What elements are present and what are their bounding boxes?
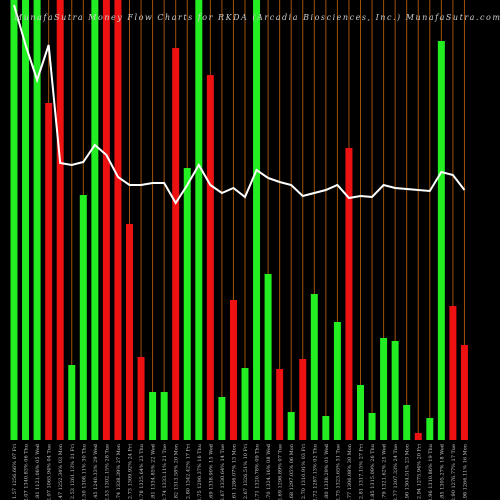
x-tick-label: 2.67 1326.51% 10 Fri xyxy=(243,444,249,500)
x-tick-label: 2.70 1310.91% 03 Fri xyxy=(301,444,307,500)
x-tick-label: 2.47 1252.34% 03 Mon xyxy=(58,443,64,500)
x-tick-label: 2.80 1342.42% 17 Fri xyxy=(185,444,191,500)
x-tick-label: 2.74 1333.11% 21 Tue xyxy=(162,444,168,500)
bar xyxy=(114,0,122,440)
x-tick-label: 2.72 1287.13% 02 Thu xyxy=(312,443,318,500)
x-tick-label: 2.90 1304.51% 23 Mon xyxy=(405,443,411,500)
bar xyxy=(310,294,318,440)
x-tick-label: 2.67 1330.64% 14 Tue xyxy=(220,444,226,500)
bar xyxy=(45,103,53,440)
x-tick-label: 2.07 1340.83% 06 Thu xyxy=(24,443,30,500)
bar xyxy=(137,357,145,440)
x-tick-label: 2.80 1338.29% 01 Wed xyxy=(324,443,330,500)
x-tick-label: 2.81 1317.15% 27 Fri xyxy=(359,444,365,500)
bar xyxy=(391,341,399,440)
bar xyxy=(299,359,307,440)
bar xyxy=(91,0,99,440)
x-tick-label: 1.57 1256.66% 07 Fri xyxy=(12,444,18,500)
x-tick-label: 2.61 1286.07% 13 Mon xyxy=(231,443,237,500)
bar xyxy=(345,148,353,440)
bar xyxy=(206,75,214,440)
bar xyxy=(276,369,284,440)
bar xyxy=(403,405,411,440)
x-tick-label: 2.69 1298.89% 07 Tue xyxy=(278,444,284,500)
bar xyxy=(333,322,341,440)
x-tick-label: 2.78 1325.64% 23 Thu xyxy=(139,443,145,500)
bar xyxy=(357,385,364,440)
bar xyxy=(79,195,87,440)
bar xyxy=(287,412,295,440)
x-tick-label: 2.07 1065.94% 04 Tue xyxy=(47,444,53,500)
bar xyxy=(218,397,226,440)
x-tick-label: 2.98 1266.11% 16 Mon xyxy=(462,443,468,500)
bar xyxy=(253,0,261,440)
bar xyxy=(229,300,237,440)
bar xyxy=(414,433,422,440)
x-tick-label: 2.82 1313.58% 20 Mon xyxy=(174,443,180,500)
x-tick-label: 2.94 1275.94% 20 Fri xyxy=(416,444,422,500)
bar xyxy=(102,0,110,440)
money-flow-line xyxy=(13,4,466,205)
bar xyxy=(437,41,445,440)
x-tick-label: 2.73 1309.92% 24 Fri xyxy=(128,444,134,500)
x-tick-label: 2.77 1307.33% 24 Tue xyxy=(393,444,399,500)
bar xyxy=(460,345,468,440)
bar xyxy=(68,365,76,440)
x-tick-label: 2.77 1306.08% 30 Mon xyxy=(347,443,353,500)
x-tick-label: 2.68 1297.05% 06 Mon xyxy=(289,443,295,500)
x-tick-label: 2.53 1302.15% 28 Tue xyxy=(104,444,110,500)
x-tick-label: 1.81 1121.06% 05 Wed xyxy=(35,443,41,500)
x-tick-label: 2.69 1338.90% 15 Wed xyxy=(208,443,214,500)
x-tick-label: 2.45 1240.33% 29 Wed xyxy=(93,443,99,500)
bar xyxy=(264,274,272,440)
bar xyxy=(241,368,249,440)
x-tick-label: 2.71 1320.78% 09 Thu xyxy=(255,443,261,500)
bar xyxy=(195,0,203,440)
bar xyxy=(449,306,457,440)
x-tick-label: 2.90 1276.77% 17 Tue xyxy=(451,444,457,500)
bar xyxy=(56,0,64,440)
bar xyxy=(183,168,191,440)
bar xyxy=(426,418,434,440)
bar xyxy=(33,0,41,440)
x-tick-label: 2.53 1261.13% 31 Fri xyxy=(70,444,76,500)
x-tick-label: 2.85 1315.09% 26 Thu xyxy=(370,443,376,500)
bar xyxy=(380,338,388,440)
x-tick-label: 2.81 1334.85% 22 Wed xyxy=(151,443,157,500)
bar xyxy=(368,413,376,440)
bar xyxy=(149,392,157,440)
x-tick-label: 2.75 1323.65% 31 Tue xyxy=(335,444,341,500)
x-tick-label: 2.74 1338.39% 27 Mon xyxy=(116,443,122,500)
bar xyxy=(172,48,180,440)
bar xyxy=(10,0,18,440)
x-tick-label: 2.75 1290.37% 16 Thu xyxy=(197,443,203,500)
bar xyxy=(322,416,330,440)
x-tick-label: 2.79 1321.62% 25 Wed xyxy=(382,443,388,500)
chart-title: MunafaSutra Money Flow Charts for RKDA (… xyxy=(13,13,500,22)
x-tick-label: 2.85 1305.27% 18 Wed xyxy=(439,443,445,500)
x-tick-label: 2.96 1310.86% 19 Thu xyxy=(428,443,434,500)
x-tick-label: 2.50 1308.11% 30 Thu xyxy=(81,443,87,500)
x-tick-label: 2.70 1324.16% 08 Wed xyxy=(266,443,272,500)
bar xyxy=(22,0,30,440)
bar xyxy=(126,224,133,440)
bar xyxy=(160,392,168,440)
